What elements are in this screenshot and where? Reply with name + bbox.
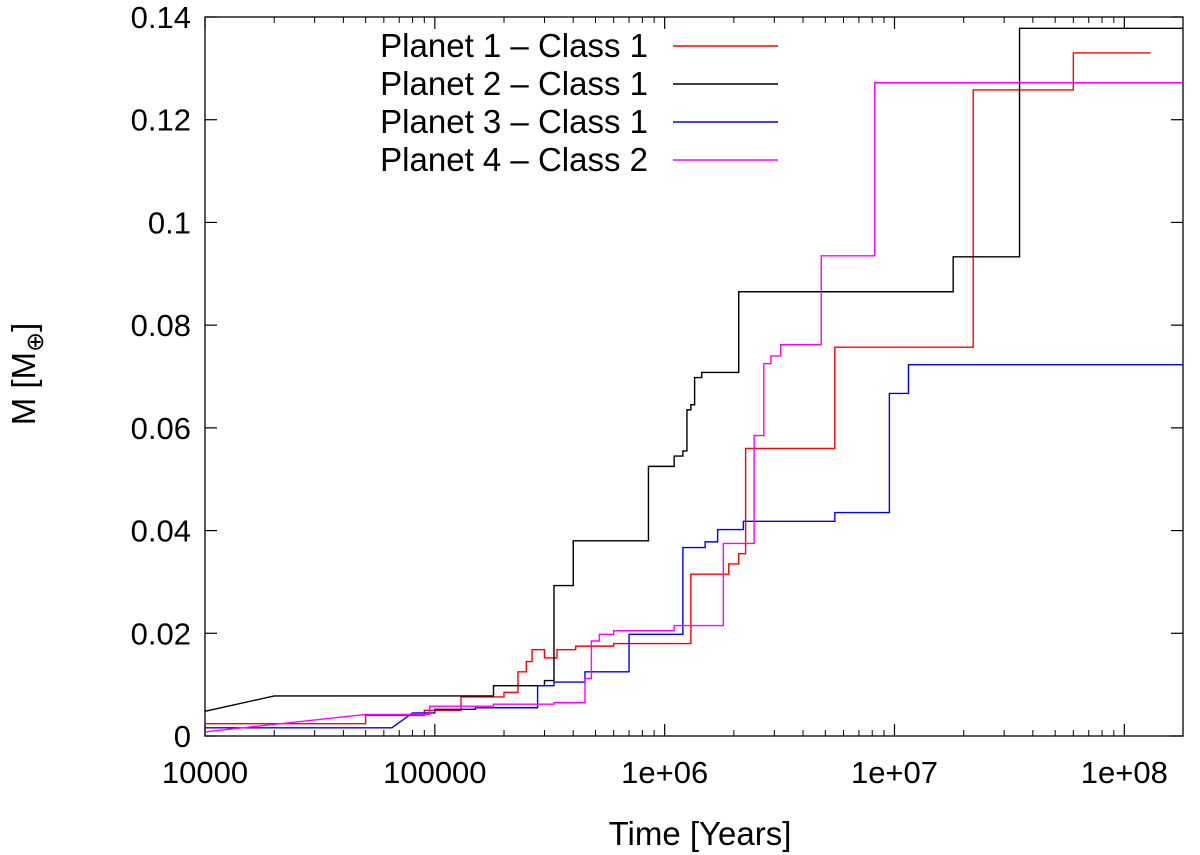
y-tick-label: 0.14: [131, 0, 191, 35]
y-tick-label: 0.12: [131, 103, 191, 138]
tick-labels: 0 0.02 0.04 0.06 0.08 0.1 0.12 0.14 10000 100000 1…: [131, 0, 1168, 790]
series-line-planet-1-class-1: [205, 52, 1151, 725]
x-axis-label: Time [Years]: [609, 815, 792, 852]
x-tick-label: 100000: [383, 755, 486, 790]
y-tick-label: 0.02: [131, 616, 191, 651]
series-line-planet-4-class-2: [204, 82, 1183, 733]
legend-label-planet-2-class-1: Planet 2 – Class 1: [380, 65, 648, 102]
axes-group: [204, 16, 1184, 737]
x-tick-label: 1e+08: [1081, 755, 1168, 790]
legend-label-planet-1-class-1: Planet 1 – Class 1: [380, 27, 648, 64]
y-tick-label: 0.06: [131, 411, 191, 446]
y-tick-label: 0.08: [131, 308, 191, 343]
x-tick-label: 1e+07: [851, 755, 938, 790]
legend-label-planet-4-class-2: Planet 4 – Class 2: [380, 141, 648, 178]
series-line-planet-3-class-1: [205, 363, 1183, 729]
tick-marks: [204, 16, 1183, 737]
y-axis-label-main: M [M: [5, 352, 42, 425]
y-tick-label: 0.04: [131, 514, 191, 549]
y-tick-label: 0.1: [148, 205, 191, 240]
legend-label-planet-3-class-1: Planet 3 – Class 1: [380, 103, 648, 140]
y-axis-label: M [M⊕]: [5, 323, 49, 426]
y-axis-label-close: ]: [5, 323, 42, 332]
x-tick-label: 10000: [162, 755, 248, 790]
series-line-planet-2-class-1: [204, 27, 1183, 713]
x-tick-label: 1e+06: [621, 755, 708, 790]
series-lines: [204, 27, 1183, 733]
plot-frame: [204, 16, 1184, 737]
y-tick-label: 0: [174, 719, 191, 754]
y-axis-label-subscript: ⊕: [22, 332, 49, 352]
